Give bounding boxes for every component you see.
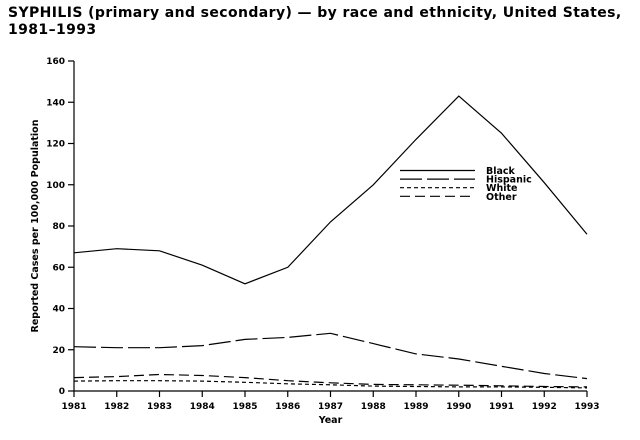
x-tick-label: 1989 [403, 402, 428, 412]
series-line-black [73, 95, 588, 285]
x-tick-label: 1982 [104, 402, 129, 412]
y-tick-label: 100 [46, 181, 65, 191]
x-tick-label: 1984 [190, 402, 215, 412]
x-tick-label: 1987 [318, 402, 343, 412]
y-tick-label: 160 [46, 57, 65, 67]
chart-title-line1: SYPHILIS (primary and secondary) — by ra… [8, 5, 622, 21]
chart-title: SYPHILIS (primary and secondary) — by ra… [8, 5, 636, 39]
series-line-hispanic [73, 332, 588, 380]
series-line-other [73, 373, 588, 388]
chart-title-line2: 1981–1993 [8, 22, 97, 38]
legend-label-white: White [486, 183, 517, 194]
x-tick-label: 1991 [489, 402, 514, 412]
x-tick-label: 1985 [232, 402, 257, 412]
y-tick-label: 60 [52, 263, 65, 273]
series-line-white [73, 380, 588, 389]
y-tick-label: 0 [59, 387, 65, 397]
x-axis-title: Year [318, 415, 343, 426]
y-tick-label: 20 [52, 346, 65, 356]
x-tick-label: 1990 [446, 402, 471, 412]
y-tick-label: 80 [52, 222, 65, 232]
x-tick-label: 1986 [275, 402, 300, 412]
x-tick-label: 1988 [361, 402, 386, 412]
legend-label-hispanic: Hispanic [486, 175, 532, 186]
legend-label-other: Other [486, 192, 517, 203]
x-tick-label: 1993 [574, 402, 599, 412]
x-tick-label: 1992 [532, 402, 557, 412]
y-tick-label: 40 [52, 305, 65, 315]
legend-label-black: Black [486, 166, 516, 177]
x-tick-label: 1983 [147, 402, 172, 412]
y-axis-title: Reported Cases per 100,000 Population [30, 119, 41, 332]
x-tick-label: 1981 [61, 402, 86, 412]
y-tick-label: 120 [46, 140, 65, 150]
y-tick-label: 140 [46, 98, 65, 108]
